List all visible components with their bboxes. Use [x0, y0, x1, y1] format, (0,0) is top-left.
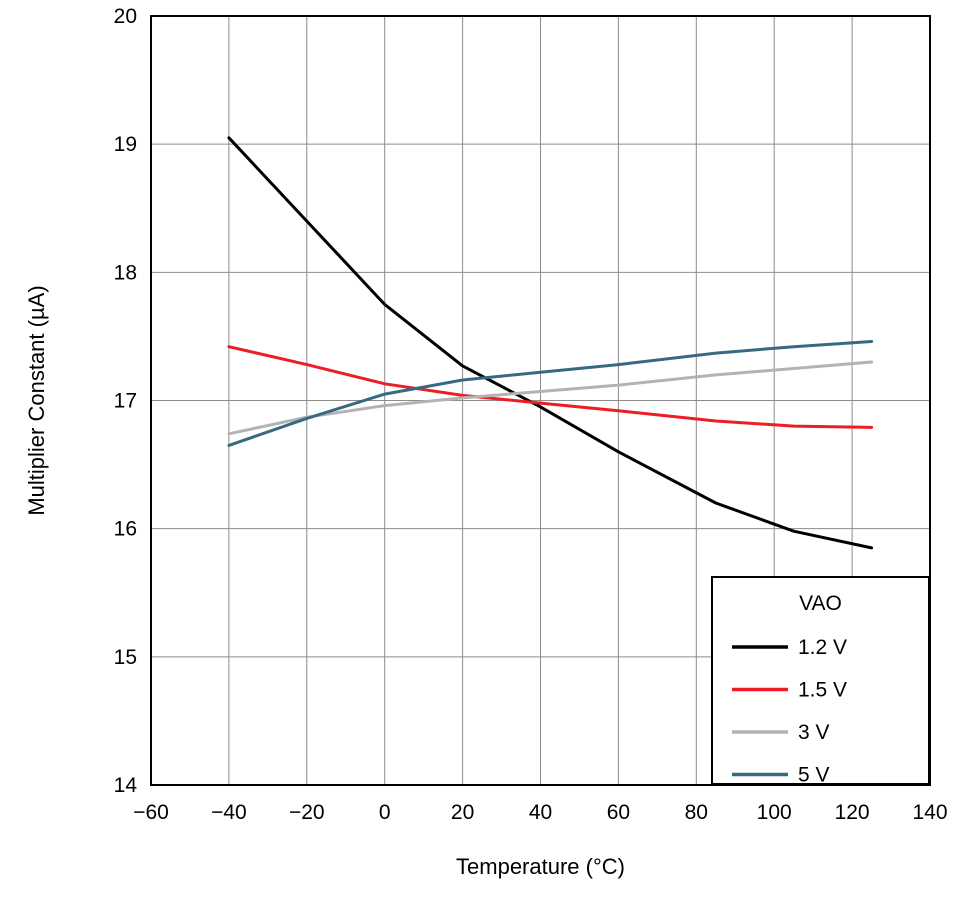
- legend-title: VAO: [799, 592, 842, 615]
- y-tick-label: 18: [114, 261, 137, 284]
- x-tick-label: 80: [685, 801, 708, 824]
- legend-box: [711, 576, 930, 785]
- legend-label-1.5-v: 1.5 V: [798, 679, 847, 702]
- y-tick-labels: 14 15 16 17 18 19 20: [114, 5, 138, 797]
- legend-label-1.2-v: 1.2 V: [798, 636, 847, 659]
- y-tick-label: 15: [114, 646, 137, 669]
- x-tick-label: 100: [757, 801, 792, 824]
- x-tick-label: 40: [529, 801, 552, 824]
- x-tick-label: −60: [133, 801, 169, 824]
- gridlines: [151, 16, 930, 785]
- series-line-3-v: [227, 360, 874, 436]
- y-tick-label: 16: [114, 518, 137, 541]
- x-tick-label: −40: [211, 801, 247, 824]
- x-tick-label: 140: [912, 801, 947, 824]
- x-tick-label: 60: [607, 801, 630, 824]
- x-tick-label: 0: [379, 801, 391, 824]
- plot-border: [150, 15, 931, 786]
- y-tick-label: 17: [114, 390, 137, 413]
- series-line-1.2-v: [227, 136, 874, 550]
- y-tick-label: 20: [114, 5, 137, 28]
- y-axis-title: Multiplier Constant (µA): [24, 285, 49, 515]
- x-tick-labels: −60 −40 −20 0 20 40 60 80 100 120 140: [133, 801, 947, 824]
- x-tick-label: 20: [451, 801, 474, 824]
- y-tick-label: 14: [114, 774, 138, 797]
- legend: VAO 1.2 V 1.5 V 3 V 5 V: [711, 576, 930, 787]
- x-tick-label: 120: [835, 801, 870, 824]
- y-tick-label: 19: [114, 133, 137, 156]
- series-line-5-v: [227, 340, 874, 447]
- legend-label-5-v: 5 V: [798, 764, 830, 787]
- x-tick-label: −20: [289, 801, 325, 824]
- series-lines: [227, 136, 874, 550]
- x-axis-title: Temperature (°C): [456, 854, 625, 879]
- series-line-1.5-v: [227, 345, 874, 429]
- legend-label-3-v: 3 V: [798, 721, 830, 744]
